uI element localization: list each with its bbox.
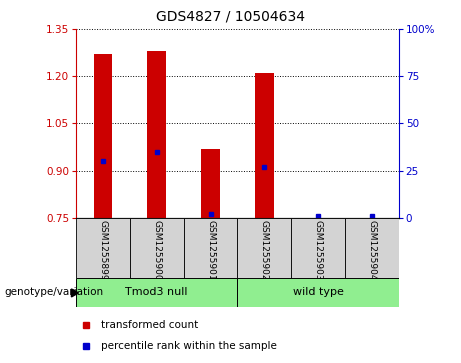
Bar [201, 148, 220, 218]
Text: genotype/variation: genotype/variation [5, 287, 104, 297]
Bar [183, 218, 237, 278]
Text: GSM1255901: GSM1255901 [206, 220, 215, 280]
FancyArrow shape [71, 289, 78, 297]
Text: GSM1255904: GSM1255904 [367, 220, 376, 280]
Bar [237, 218, 291, 278]
Bar [255, 73, 274, 218]
Text: percentile rank within the sample: percentile rank within the sample [101, 341, 277, 351]
Text: GSM1255899: GSM1255899 [99, 220, 107, 280]
Text: GDS4827 / 10504634: GDS4827 / 10504634 [156, 9, 305, 23]
Bar [76, 278, 237, 307]
Bar [291, 218, 345, 278]
Text: GSM1255903: GSM1255903 [313, 220, 323, 280]
Text: Tmod3 null: Tmod3 null [125, 287, 188, 297]
Text: GSM1255900: GSM1255900 [152, 220, 161, 280]
Bar [130, 218, 183, 278]
Bar [94, 54, 112, 218]
Text: transformed count: transformed count [101, 321, 198, 330]
Bar [148, 51, 166, 218]
Bar [237, 278, 399, 307]
Text: wild type: wild type [293, 287, 343, 297]
Bar [345, 218, 399, 278]
Bar [76, 218, 130, 278]
Text: GSM1255902: GSM1255902 [260, 220, 269, 280]
